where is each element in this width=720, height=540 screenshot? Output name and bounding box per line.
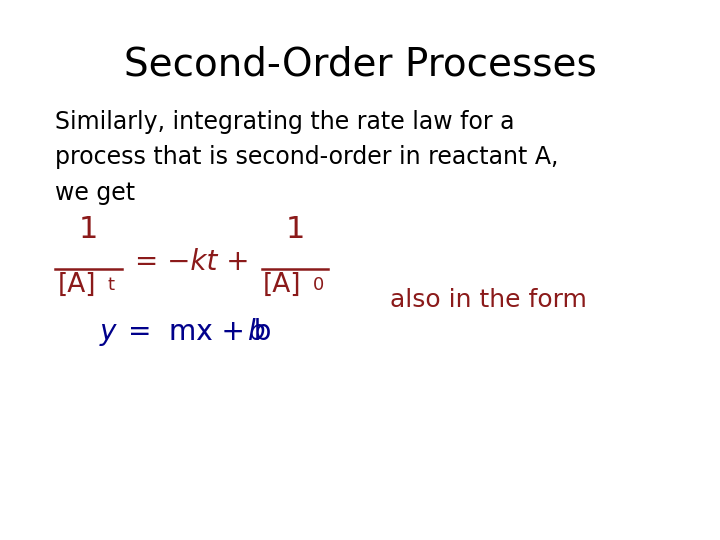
Text: Similarly, integrating the rate law for a
process that is second-order in reacta: Similarly, integrating the rate law for … [55, 110, 559, 205]
Text: y: y [100, 318, 117, 346]
Text: = −kt +: = −kt + [135, 248, 250, 276]
Text: =  mx + b: = mx + b [128, 318, 271, 346]
Text: t: t [108, 276, 115, 294]
Text: =  mx +: = mx + [128, 318, 253, 346]
Text: [A]: [A] [58, 272, 96, 298]
Text: [A]: [A] [263, 272, 302, 298]
Text: Second-Order Processes: Second-Order Processes [124, 45, 596, 83]
Text: also in the form: also in the form [390, 288, 587, 312]
Text: 1: 1 [285, 215, 305, 244]
Text: b: b [248, 318, 266, 346]
Text: =  mx +: = mx + [128, 318, 253, 346]
Text: 1: 1 [78, 215, 98, 244]
Text: 0: 0 [313, 276, 324, 294]
